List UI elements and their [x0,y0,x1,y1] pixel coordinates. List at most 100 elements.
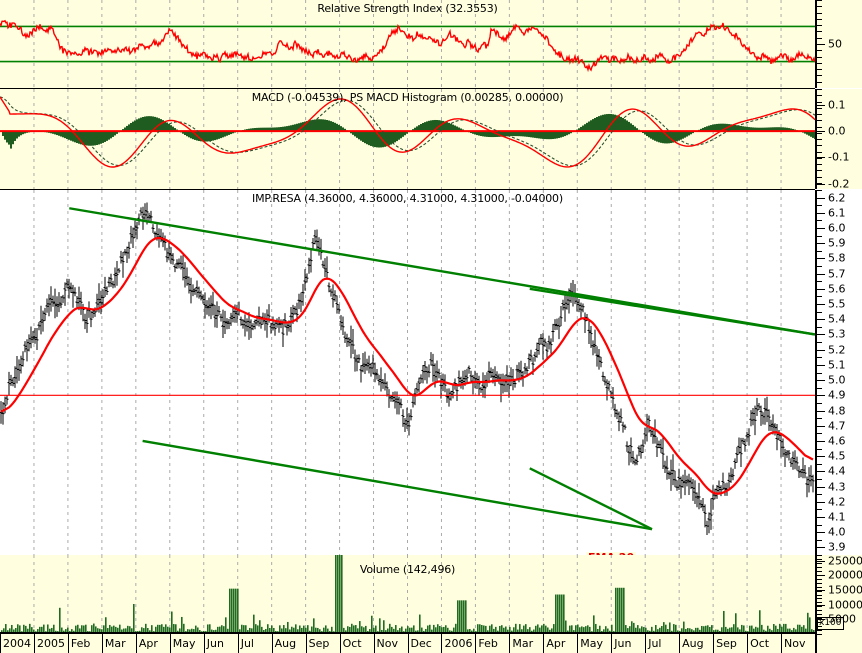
axis-tick [815,501,825,503]
axis-minor-tick [815,524,822,526]
axis-minor-tick [815,89,822,90]
axis-minor-tick [815,250,822,252]
axis-minor-tick [815,578,822,580]
axis-tick [815,380,825,382]
macd-line [0,96,815,168]
date-tick-jun: Jun [203,634,238,653]
date-tick-2004: 2004 [0,634,34,653]
axis-minor-tick [815,75,822,77]
axis-tick-label: 6.0 [828,221,846,235]
axis-minor-tick [815,190,822,191]
date-tick-feb: Feb [67,634,102,653]
date-tick-jul: Jul [237,634,272,653]
rsi-plot-area [0,0,815,88]
axis-tick [815,212,825,214]
axis-tick [815,604,825,606]
panel-separator-rsi-macd [0,88,815,89]
volume-chart-svg [1,555,815,634]
macd-panel-title: MACD (-0.04539), PS MACD Histogram (0.00… [251,91,564,104]
price-ema20-line [0,236,814,495]
axis-minor-tick [815,570,822,572]
axis-minor-tick [815,555,822,556]
axis-minor-tick [815,81,822,83]
axis-minor-tick [815,62,822,64]
date-tick-apr: Apr [543,634,577,653]
axis-tick [815,532,825,534]
axis-tick [815,157,825,159]
date-tick-sep: Sep [713,634,747,653]
price-chart-svg [0,190,815,555]
axis-tick-label: -0.2 [828,177,850,189]
date-tick-sep: Sep [305,634,340,653]
panel-separator-macd-price [0,189,815,190]
axis-tick [815,258,825,260]
axis-minor-tick [815,566,822,568]
panel-price: IMP.RESA (4.36000, 4.36000, 4.31000, 4.3… [0,190,862,555]
axis-minor-tick [815,463,822,465]
price-ohlc-bars [0,202,815,535]
axis-tick-label: 5.2 [828,343,846,357]
axis-tick-label: 10000 [828,598,862,612]
axis-minor-tick [815,37,822,39]
axis-tick [815,183,825,185]
axis-minor-tick [815,132,822,134]
rsi-value-axis: 50 [815,0,862,88]
axis-minor-tick [815,602,822,604]
price-panel-title: IMP.RESA (4.36000, 4.36000, 4.31000, 4.3… [252,192,563,205]
price-value-axis: 6.2 6.1 6.0 5.9 5.8 5.7 5.6 5.5 5.4 5.3 5.2 5.1 5.0 4… [815,190,862,555]
axis-tick-label: 0.1 [828,98,846,112]
axis-tick [815,44,825,45]
axis-minor-tick [815,164,822,165]
date-axis[interactable]: 2004 2005 Feb Mar Apr May Jun Jul Aug Sep Oct Nov De… [0,632,815,653]
axis-tick [815,516,825,518]
axis-minor-tick [815,311,822,313]
axis-minor-tick [815,558,822,560]
axis-minor-tick [815,582,822,584]
rsi-reference-levels [0,25,815,63]
axis-tick-label: 5.9 [828,236,846,250]
axis-tick [815,228,825,230]
axis-minor-tick [815,170,822,172]
axis-minor-tick [815,220,822,222]
price-gridlines [33,190,782,555]
axis-minor-tick [815,6,822,8]
date-tick-mar: Mar [101,634,136,653]
axis-minor-tick [815,114,822,115]
axis-tick-label: 5.8 [828,251,846,265]
date-tick-may: May [169,634,204,653]
axis-minor-tick [815,176,822,178]
rsi-line [0,19,815,73]
axis-minor-tick [815,478,822,480]
axis-minor-tick [815,634,822,635]
axis-tick [815,590,825,592]
axis-tick-label: 4.8 [828,404,846,418]
macd-gridlines [33,89,782,189]
macd-plot-area [0,89,815,189]
axis-minor-tick [815,606,822,608]
panel-macd: MACD (-0.04539), PS MACD Histogram (0.00… [0,89,862,189]
axis-minor-tick [815,614,822,616]
date-tick-dec: Dec [407,634,442,653]
date-tick-may: May [577,634,611,653]
axis-minor-tick [815,372,822,374]
axis-tick-label: 3.9 [828,540,846,554]
axis-tick-label: 4.0 [828,525,846,539]
axis-tick-label: 4.7 [828,419,846,433]
axis-minor-tick [815,126,822,128]
axis-tick-label: 4.3 [828,480,846,494]
axis-minor-tick [815,25,822,27]
axis-minor-tick [815,433,822,435]
axis-minor-tick [815,610,822,612]
date-tick-aug: Aug [679,634,713,653]
axis-tick [815,456,825,458]
axis-minor-tick [815,448,822,450]
axis-tick-label: 5.7 [828,267,846,281]
macd-histogram [2,113,815,149]
axis-minor-tick [815,586,822,588]
axis-minor-tick [815,0,822,1]
axis-tick [815,104,825,106]
axis-minor-tick [815,120,822,122]
axis-tick [815,243,825,245]
axis-tick [815,304,825,306]
macd-signal-line [0,96,815,167]
